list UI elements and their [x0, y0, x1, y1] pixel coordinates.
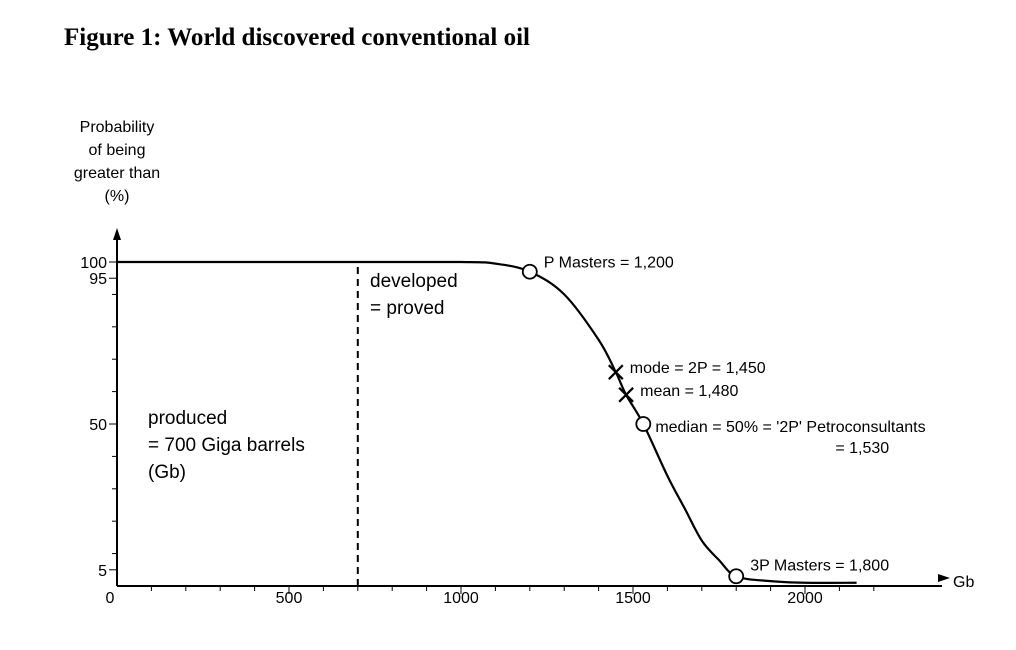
x-tick-label: 0 — [106, 590, 115, 607]
marker-cross — [618, 387, 634, 403]
produced-label: (Gb) — [148, 462, 186, 483]
y-tick-label: 100 — [80, 255, 107, 272]
marker-label: 3P Masters = 1,800 — [750, 557, 889, 574]
y-tick-label: 95 — [89, 271, 107, 288]
marker-label: = 1,530 — [835, 440, 889, 457]
marker-label: P Masters = 1,200 — [544, 255, 674, 272]
marker-label: mode = 2P = 1,450 — [630, 360, 766, 377]
axes: Gb — [113, 228, 974, 591]
y-axis-label-line: greater than — [74, 165, 160, 182]
marker-cross — [608, 364, 624, 380]
marker-label: median = 50% = '2P' Petroconsultants — [655, 419, 925, 436]
produced-label: = 700 Giga barrels — [148, 435, 305, 456]
developed-label: developed — [370, 271, 458, 292]
marker-circle — [521, 263, 538, 280]
y-axis-label-line: of being — [89, 142, 146, 159]
x-tick-label: 2000 — [787, 590, 823, 607]
x-tick-label: 500 — [276, 590, 303, 607]
y-tick-label: 5 — [98, 563, 107, 580]
x-axis-label: Gb — [953, 574, 974, 591]
figure-title: Figure 1: World discovered conventional … — [64, 24, 530, 51]
marker-circle — [635, 416, 652, 432]
developed-label: = proved — [370, 298, 444, 319]
x-tick-label: 1000 — [443, 590, 479, 607]
y-tick-label: 50 — [89, 417, 107, 434]
x-tick-label: 1500 — [615, 590, 651, 607]
markers: P Masters = 1,200 mode = 2P = 1,450 mean =… — [521, 255, 926, 585]
marker-circle — [728, 568, 745, 585]
x-axis-arrow — [938, 574, 950, 582]
y-axis-label-line: Probability — [80, 119, 155, 136]
marker-label: mean = 1,480 — [640, 383, 738, 400]
region-labels: produced = 700 Giga barrels (Gb) developed =… — [148, 262, 458, 586]
produced-label: produced — [148, 408, 227, 429]
y-axis-arrow — [113, 228, 121, 240]
y-axis-label-line: (%) — [105, 188, 130, 205]
y-axis-label: Probability of being greater than (%) — [74, 119, 160, 205]
